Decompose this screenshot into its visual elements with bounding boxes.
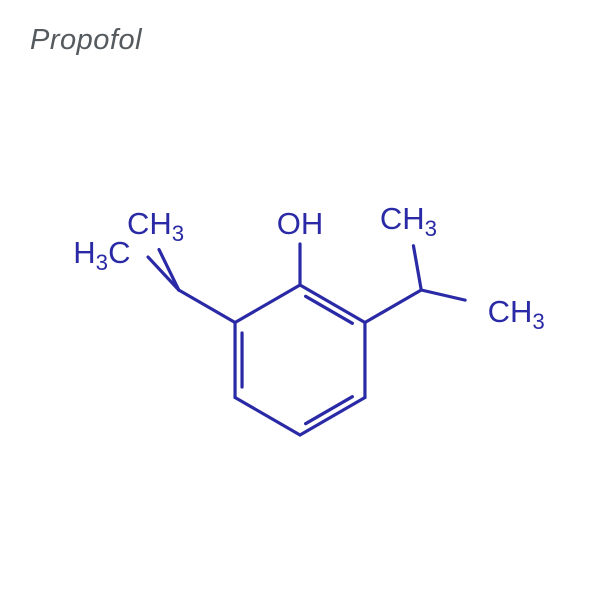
diagram-canvas: { "title": { "text": "Propofol", "x": 30…: [0, 0, 600, 600]
compound-title: Propofol: [30, 24, 142, 57]
label-ch3-r-dn: CH3: [488, 294, 545, 330]
label-h3c-l-dn: H3C: [73, 235, 130, 271]
label-ch3-l-up: CH3: [127, 206, 184, 242]
label-ch3-r-up: CH3: [380, 201, 437, 237]
label-oh: OH: [277, 206, 324, 242]
